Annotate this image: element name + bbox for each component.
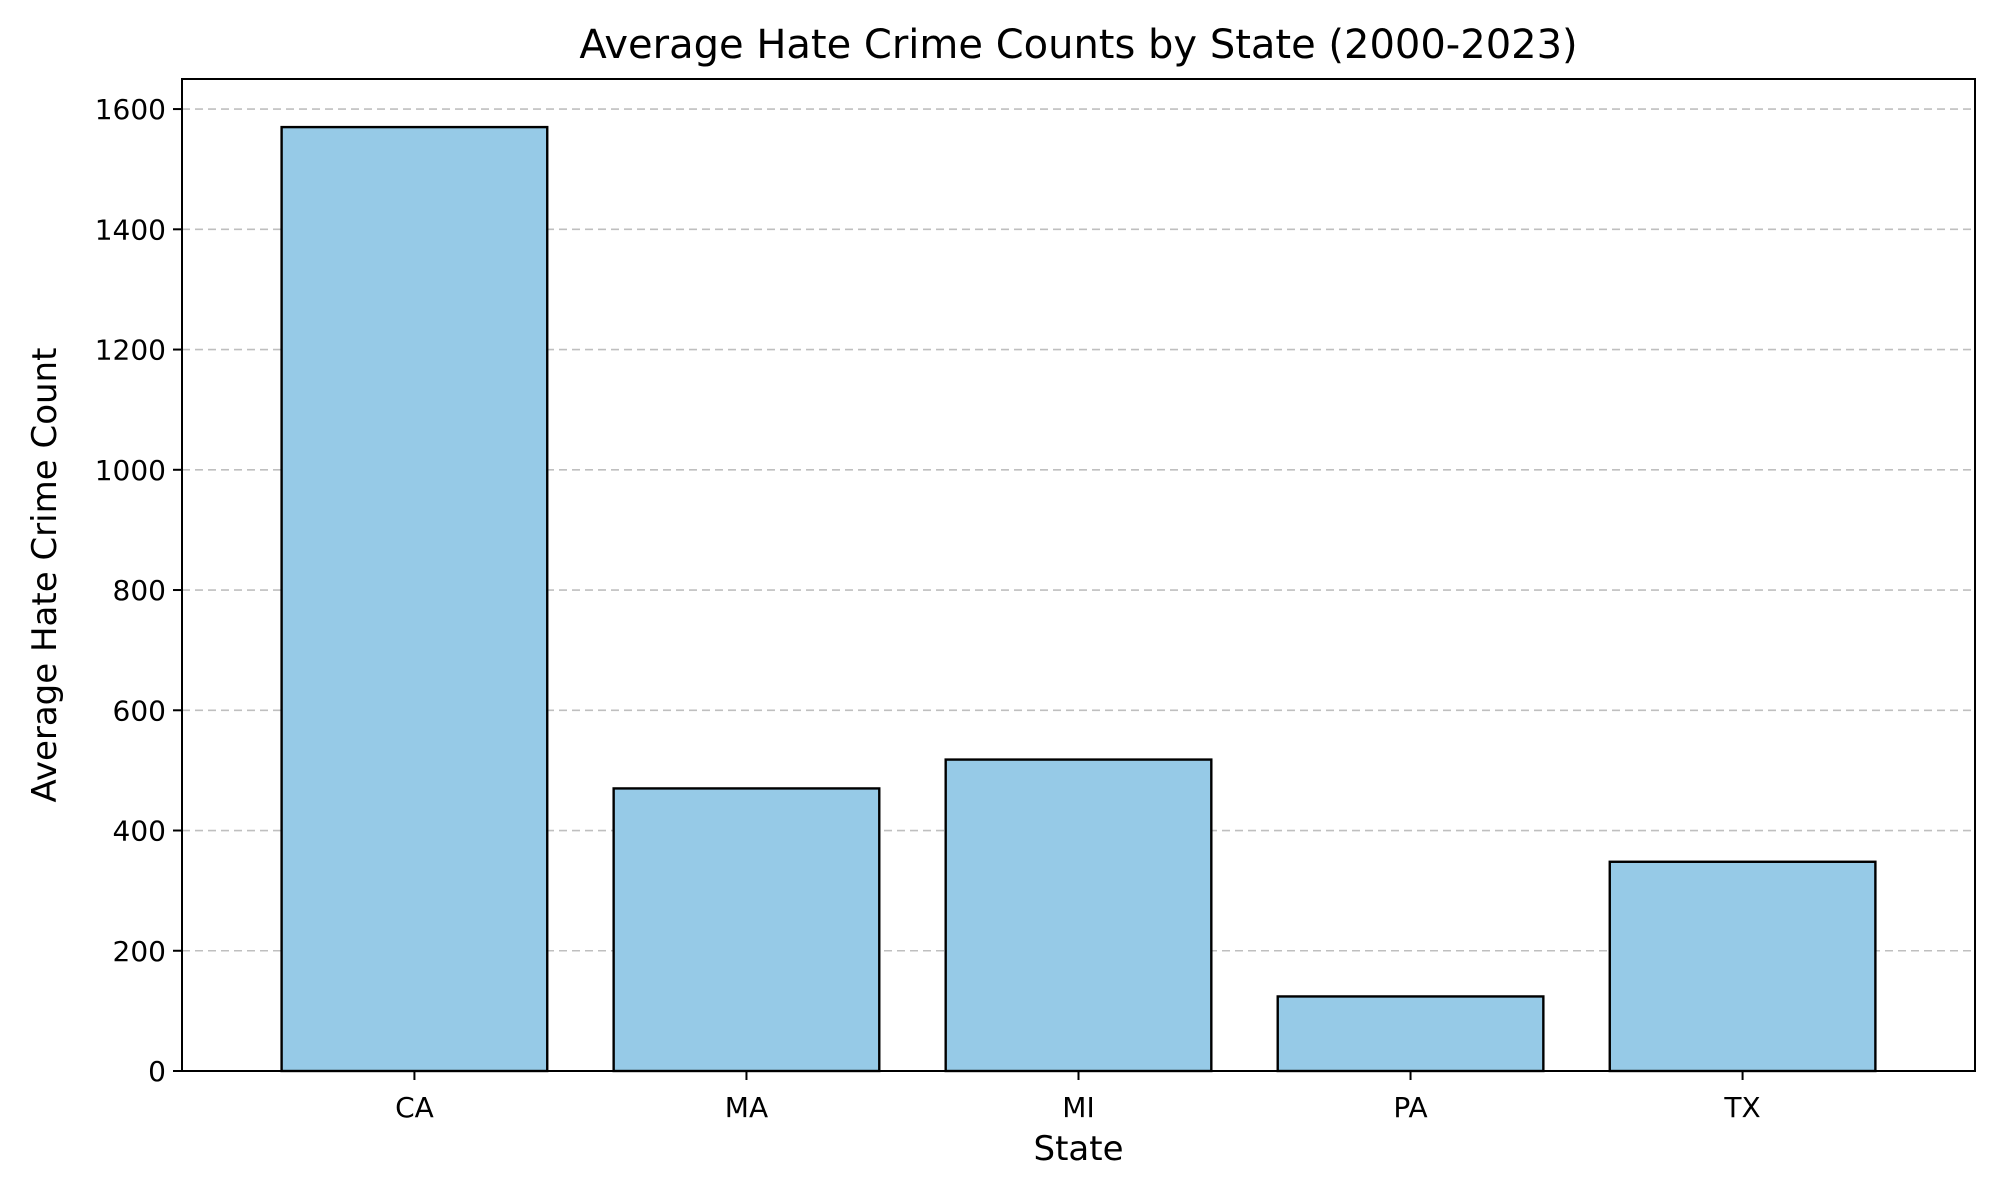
y-tick-label: 800 bbox=[113, 574, 166, 607]
x-tick-label-mi: MI bbox=[1062, 1091, 1094, 1124]
x-tick-label-tx: TX bbox=[1723, 1091, 1760, 1124]
bar-ca bbox=[280, 125, 549, 1073]
y-tick-label: 600 bbox=[113, 694, 166, 727]
bar-pa bbox=[1276, 995, 1545, 1073]
x-tick-label-pa: PA bbox=[1393, 1091, 1427, 1124]
x-tick-label-ma: MA bbox=[725, 1091, 768, 1124]
y-tick-label: 0 bbox=[148, 1055, 166, 1088]
y-axis-label: Average Hate Crime Count bbox=[25, 348, 65, 803]
y-tick-label: 400 bbox=[113, 815, 166, 848]
y-tick-label: 1000 bbox=[95, 454, 166, 487]
bar-mi bbox=[944, 758, 1213, 1073]
y-tick-label: 1400 bbox=[95, 213, 166, 246]
y-tick-label: 1200 bbox=[95, 334, 166, 367]
y-tick-label: 200 bbox=[113, 935, 166, 968]
y-axis-ticks: 0 200 400 600 800 1000 1200 1400 1600 bbox=[95, 93, 182, 1088]
bar-ma bbox=[612, 787, 881, 1073]
y-tick-label: 1600 bbox=[95, 93, 166, 126]
x-tick-label-ca: CA bbox=[395, 1091, 434, 1124]
chart-title: Average Hate Crime Counts by State (2000… bbox=[579, 22, 1577, 68]
x-axis-ticks: CA MA MI PA TX bbox=[395, 1071, 1761, 1124]
bars bbox=[280, 125, 1877, 1073]
bar-tx bbox=[1608, 860, 1877, 1073]
x-axis-label: State bbox=[1034, 1129, 1124, 1169]
